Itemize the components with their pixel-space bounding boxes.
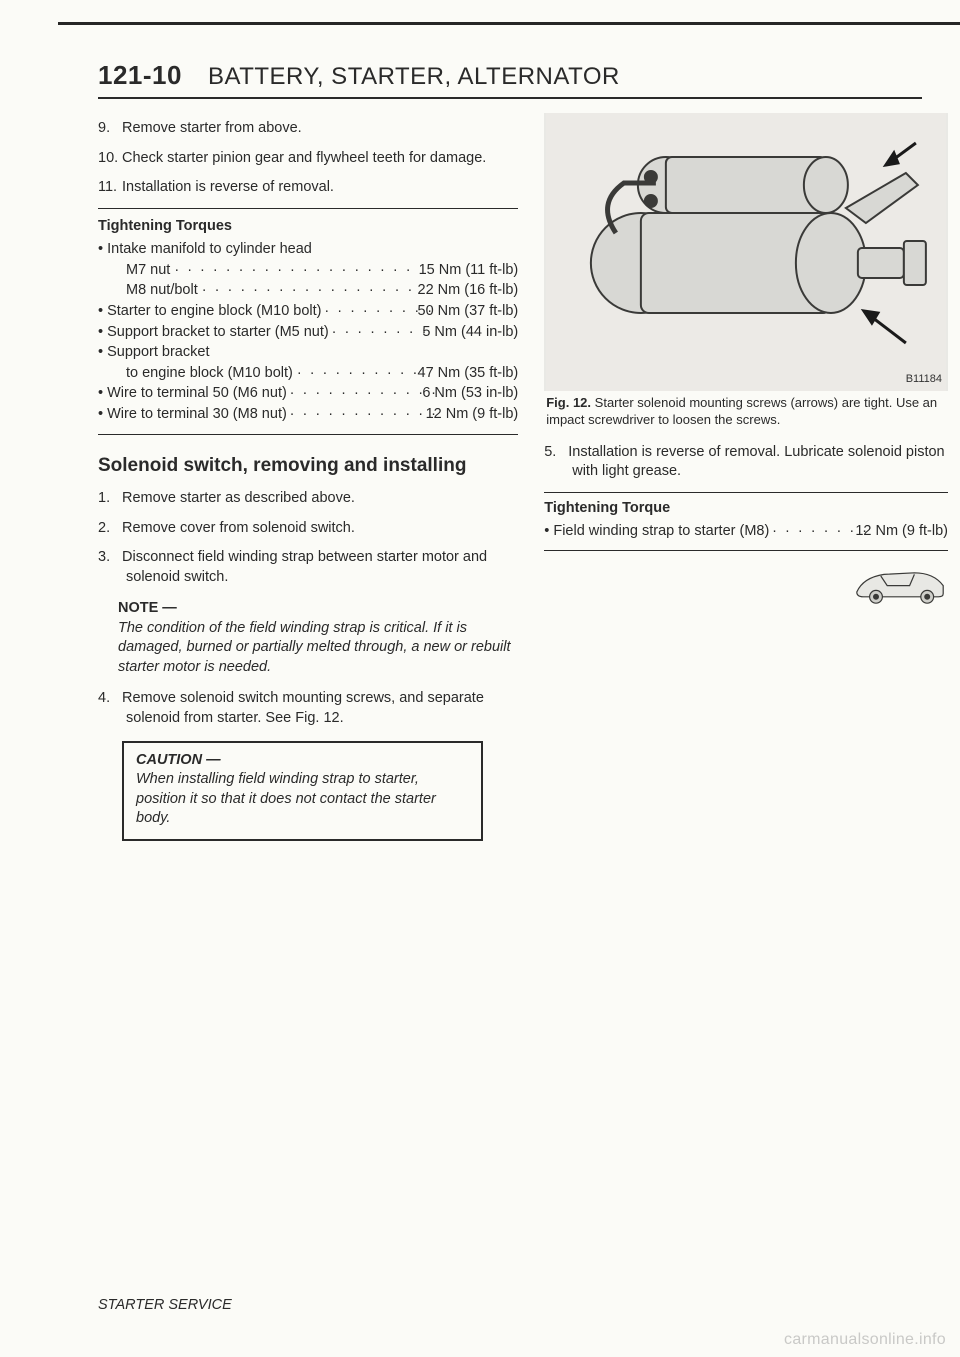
figure-12: B11184 — [544, 113, 948, 391]
torque-line: • Wire to terminal 50 (M6 nut) · · · · ·… — [98, 384, 518, 404]
step-2: 2.Remove cover from solenoid switch. — [98, 519, 518, 539]
step-3: 3.Disconnect field winding strap between… — [98, 548, 518, 587]
step-5: 5.Installation is reverse of removal. Lu… — [544, 443, 948, 482]
step-1: 1.Remove starter as described above. — [98, 489, 518, 509]
torque-label: • Field winding strap to starter (M8) — [558, 522, 769, 542]
right-column: B11184 Fig. 12. Starter solenoid mountin… — [544, 113, 948, 841]
tightening-torques-block: Tightening Torques • Intake manifold to … — [98, 217, 518, 425]
page-title: BATTERY, STARTER, ALTERNATOR — [208, 63, 620, 91]
figure-id: B11184 — [906, 372, 942, 387]
torque-value: 15 Nm (11 ft-lb) — [419, 261, 519, 281]
step-text: Installation is reverse of removal. Lubr… — [568, 444, 944, 480]
note-body: The condition of the field winding strap… — [118, 619, 518, 678]
figure-caption-text: Starter solenoid mounting screws (arrows… — [546, 395, 937, 427]
step-number: 2. — [98, 519, 122, 539]
step-9: 9.Remove starter from above. — [98, 119, 518, 139]
torque-label: • Starter to engine block (M10 bolt) — [112, 302, 322, 322]
torque-label: • Wire to terminal 50 (M6 nut) — [112, 384, 287, 404]
footer-section-label: STARTER SERVICE — [98, 1297, 232, 1313]
car-illustration-icon — [852, 561, 948, 607]
torque-item: • Intake manifold to cylinder head — [98, 240, 518, 260]
divider — [98, 208, 518, 209]
torque-line: • Field winding strap to starter (M8) · … — [544, 522, 948, 542]
step-number: 5. — [544, 443, 568, 463]
step-11: 11.Installation is reverse of removal. — [98, 178, 518, 198]
torque-label: to engine block (M10 bolt) — [126, 364, 293, 384]
step-text: Installation is reverse of removal. — [122, 179, 334, 195]
starter-illustration — [544, 113, 948, 391]
leader-dots: · · · · · · · · · · · · · · · · · · · · … — [322, 302, 432, 322]
step-text: Remove solenoid switch mounting screws, … — [122, 690, 484, 726]
torque-line: • Support bracket to starter (M5 nut) · … — [98, 323, 518, 343]
section-heading: Solenoid switch, removing and installing — [98, 453, 518, 479]
caution-body: When installing field winding strap to s… — [136, 770, 469, 829]
columns: 9.Remove starter from above. 10.Check st… — [98, 113, 922, 841]
watermark: carmanualsonline.info — [784, 1331, 946, 1349]
step-number: 9. — [98, 119, 122, 139]
torque-value: 12 Nm (9 ft-lb) — [869, 522, 948, 542]
caution-box: CAUTION — When installing field winding … — [122, 741, 483, 841]
left-column: 9.Remove starter from above. 10.Check st… — [98, 113, 518, 841]
step-text: Remove starter from above. — [122, 120, 302, 136]
torque-title-right: Tightening Torque — [544, 499, 948, 519]
divider — [98, 434, 518, 435]
torque-value: 22 Nm (16 ft-lb) — [418, 281, 519, 301]
step-number: 1. — [98, 489, 122, 509]
leader-dots: · · · · · · · · · · · · · · · · · · · · … — [329, 323, 437, 343]
torque-value: 12 Nm (9 ft-lb) — [440, 405, 519, 425]
figure-caption: Fig. 12. Starter solenoid mounting screw… — [546, 395, 946, 429]
page-header: 121-10 BATTERY, STARTER, ALTERNATOR — [98, 60, 922, 99]
leader-dots: · · · · · · · · · · · · · · · · · · · · … — [287, 384, 437, 404]
car-icon — [544, 561, 948, 614]
torque-value: 5 Nm (44 in-lb) — [436, 323, 518, 343]
torque-subline: M8 nut/bolt · · · · · · · · · · · · · · … — [98, 281, 518, 301]
step-text: Remove cover from solenoid switch. — [122, 520, 355, 536]
step-text: Check starter pinion gear and flywheel t… — [122, 150, 486, 166]
leader-dots: · · · · · · · · · · · · · · · · · · · · … — [198, 281, 418, 301]
torque-value: 6 Nm (53 in-lb) — [436, 384, 518, 404]
caution-heading: CAUTION — — [136, 751, 469, 771]
torque-label: M7 nut — [126, 261, 170, 281]
torques-title: Tightening Torques — [98, 217, 518, 237]
top-rule — [58, 22, 960, 25]
step-text: Remove starter as described above. — [122, 490, 355, 506]
torque-item: • Support bracket — [98, 343, 518, 363]
torque-value: 50 Nm (37 ft-lb) — [432, 302, 519, 322]
leader-dots: · · · · · · · · · · · · · · · · · · · · … — [287, 405, 440, 425]
page-number: 121-10 — [98, 60, 182, 91]
torque-line: • Wire to terminal 30 (M8 nut) · · · · ·… — [98, 405, 518, 425]
torque-value: 47 Nm (35 ft-lb) — [418, 364, 519, 384]
step-number: 11. — [98, 178, 122, 198]
step-number: 3. — [98, 548, 122, 568]
step-number: 10. — [98, 149, 122, 169]
leader-dots: · · · · · · · · · · · · · · · · · · · · … — [769, 522, 869, 542]
leader-dots: · · · · · · · · · · · · · · · · · · · · … — [293, 364, 418, 384]
note-block: NOTE — The condition of the field windin… — [118, 599, 518, 677]
step-text: Disconnect field winding strap between s… — [122, 549, 487, 585]
torque-line: • Starter to engine block (M10 bolt) · ·… — [98, 302, 518, 322]
divider — [544, 550, 948, 551]
torque-list: • Intake manifold to cylinder head M7 nu… — [98, 240, 518, 424]
torque-subline: to engine block (M10 bolt) · · · · · · ·… — [98, 364, 518, 384]
page: 121-10 BATTERY, STARTER, ALTERNATOR 9.Re… — [0, 0, 960, 1357]
divider — [544, 492, 948, 493]
torque-label: • Wire to terminal 30 (M8 nut) — [112, 405, 287, 425]
note-heading: NOTE — — [118, 599, 518, 619]
step-4: 4.Remove solenoid switch mounting screws… — [98, 689, 518, 728]
step-number: 4. — [98, 689, 122, 709]
leader-dots: · · · · · · · · · · · · · · · · · · · · … — [170, 261, 418, 281]
torque-subline: M7 nut · · · · · · · · · · · · · · · · ·… — [98, 261, 518, 281]
torque-label: M8 nut/bolt — [126, 281, 198, 301]
figure-caption-lead: Fig. 12. — [546, 395, 591, 410]
torque-label: • Support bracket to starter (M5 nut) — [112, 323, 329, 343]
step-10: 10.Check starter pinion gear and flywhee… — [98, 149, 518, 169]
